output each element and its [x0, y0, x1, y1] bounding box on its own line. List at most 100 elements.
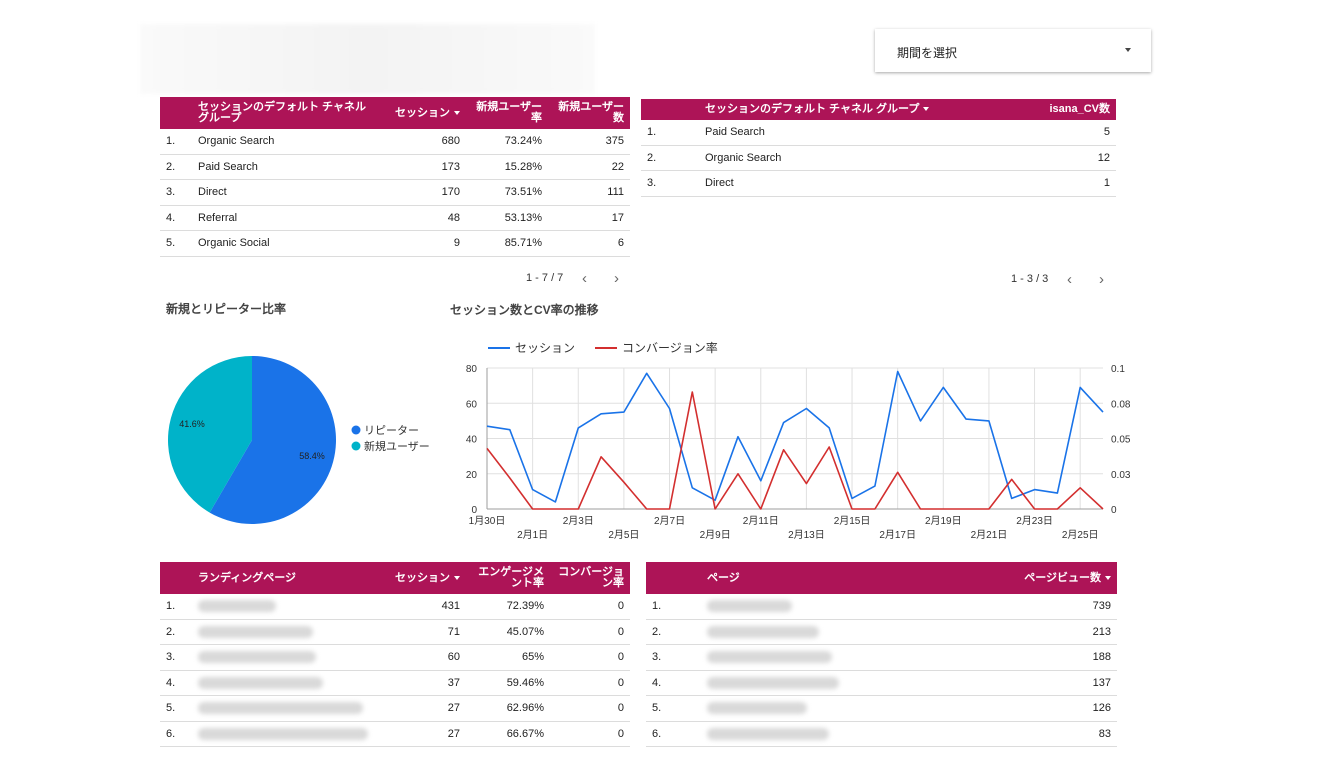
- row-index: 4.: [160, 670, 192, 696]
- channel-header[interactable]: セッションのデフォルト チャネル グループ: [699, 99, 999, 120]
- pie-legend-label: 新規ユーザー: [364, 439, 430, 453]
- row-sessions: 173: [384, 154, 466, 180]
- engagement-rate-header[interactable]: エンゲージメント率: [466, 562, 550, 594]
- row-channel: Paid Search: [699, 120, 999, 146]
- next-page-icon[interactable]: ›: [614, 270, 619, 287]
- row-rate: 85.71%: [466, 230, 548, 257]
- row-users: 111: [548, 179, 630, 206]
- row-cv: 0: [550, 644, 630, 671]
- row-page-blurred: [701, 670, 1001, 696]
- row-channel: Organic Search: [192, 129, 384, 155]
- index-header: [641, 99, 699, 120]
- new-users-header[interactable]: 新規ユーザー数: [548, 97, 630, 129]
- row-engagement: 65%: [466, 644, 550, 671]
- x-tick-label: 2月3日: [563, 515, 594, 527]
- x-tick-label: 2月23日: [1016, 515, 1053, 527]
- page-header[interactable]: ページ: [701, 562, 1001, 594]
- prev-page-icon[interactable]: ‹: [582, 270, 587, 287]
- row-views: 137: [1001, 670, 1117, 696]
- row-index: 3.: [646, 644, 701, 671]
- row-users: 375: [548, 129, 630, 155]
- table-row: 2. 71 45.07% 0: [160, 619, 630, 645]
- row-cv: 0: [550, 619, 630, 645]
- row-cv: 0: [550, 670, 630, 696]
- row-channel: Direct: [699, 170, 999, 197]
- x-tick-label: 2月7日: [654, 515, 685, 527]
- landing-page-header[interactable]: ランディングページ: [192, 562, 382, 594]
- row-index: 6.: [646, 721, 701, 747]
- row-page-blurred: [701, 721, 1001, 747]
- row-page-blurred: [192, 644, 382, 671]
- x-tick-label: 2月11日: [743, 515, 779, 527]
- period-selector[interactable]: 期間を選択: [875, 29, 1151, 72]
- y-right-tick-label: 0: [1111, 505, 1117, 516]
- conversion-rate-header[interactable]: コンバージョン率: [550, 562, 630, 594]
- row-rate: 73.51%: [466, 179, 548, 206]
- row-index: 1.: [160, 129, 192, 155]
- row-rate: 53.13%: [466, 205, 548, 231]
- table-row: 1. Organic Search 680 73.24% 375: [160, 129, 630, 155]
- channel-cv-table: セッションのデフォルト チャネル グループ isana_CV数 1. Paid S…: [641, 99, 1116, 197]
- table-row: 5. 27 62.96% 0: [160, 695, 630, 722]
- row-users: 6: [548, 230, 630, 257]
- row-engagement: 62.96%: [466, 695, 550, 722]
- row-cv: 0: [550, 594, 630, 620]
- y-right-tick-label: 0.03: [1111, 470, 1131, 481]
- row-page-blurred: [701, 594, 1001, 620]
- series-line: [486, 370, 1104, 503]
- prev-page-icon[interactable]: ‹: [1067, 271, 1072, 288]
- row-page-blurred: [192, 594, 382, 620]
- table-row: 3. 188: [646, 644, 1117, 671]
- legend-dot-icon: [351, 441, 361, 451]
- pie-slice: [167, 356, 252, 513]
- row-page-blurred: [701, 619, 1001, 645]
- new-user-rate-header[interactable]: 新規ユーザー率: [466, 97, 548, 129]
- sort-desc-icon: [454, 110, 460, 115]
- row-engagement: 66.67%: [466, 721, 550, 747]
- pie-slice-label: 58.4%: [299, 451, 325, 461]
- cv-count-header[interactable]: isana_CV数: [999, 99, 1116, 120]
- y-left-tick-label: 0: [471, 505, 477, 516]
- index-header: [160, 97, 192, 129]
- series-line: [486, 391, 1104, 510]
- row-engagement: 59.46%: [466, 670, 550, 696]
- page-views-header[interactable]: ページビュー数: [1001, 562, 1117, 594]
- legend-dot-icon: [351, 425, 361, 435]
- row-index: 5.: [160, 230, 192, 257]
- x-tick-label: 2月19日: [925, 515, 962, 527]
- row-sessions: 9: [384, 230, 466, 257]
- landing-page-table: ランディングページ セッション エンゲージメント率 コンバージョン率 1. 431…: [160, 562, 630, 747]
- row-page-blurred: [192, 695, 382, 722]
- x-tick-label: 2月15日: [834, 515, 871, 527]
- row-index: 1.: [641, 120, 699, 146]
- row-cv: 5: [999, 120, 1116, 146]
- row-sessions: 431: [382, 594, 466, 620]
- row-index: 4.: [646, 670, 701, 696]
- row-page-blurred: [192, 721, 382, 747]
- sessions-header[interactable]: セッション: [382, 562, 466, 594]
- period-selector-label: 期間を選択: [897, 46, 958, 60]
- table-row: 2. Organic Search 12: [641, 145, 1116, 171]
- legend-label: セッション: [515, 341, 575, 355]
- row-engagement: 72.39%: [466, 594, 550, 620]
- row-views: 126: [1001, 695, 1117, 722]
- row-engagement: 45.07%: [466, 619, 550, 645]
- row-rate: 73.24%: [466, 129, 548, 155]
- table-row: 2. 213: [646, 619, 1117, 645]
- sort-desc-icon: [923, 107, 930, 112]
- row-sessions: 71: [382, 619, 466, 645]
- table-row: 4. 37 59.46% 0: [160, 670, 630, 696]
- row-page-blurred: [701, 644, 1001, 671]
- page-views-table: ページ ページビュー数 1. 739 2. 213 3. 188 4. 137 5. 12…: [646, 562, 1117, 747]
- row-index: 3.: [641, 170, 699, 197]
- y-left-tick-label: 40: [466, 435, 478, 446]
- x-tick-label: 2月13日: [788, 529, 825, 541]
- row-channel: Referral: [192, 205, 384, 231]
- sessions-header[interactable]: セッション: [384, 97, 466, 129]
- row-index: 2.: [646, 619, 701, 645]
- table-row: 6. 83: [646, 721, 1117, 747]
- channel-header[interactable]: セッションのデフォルト チャネル グループ: [192, 97, 384, 129]
- row-sessions: 37: [382, 670, 466, 696]
- row-users: 22: [548, 154, 630, 180]
- next-page-icon[interactable]: ›: [1099, 271, 1104, 288]
